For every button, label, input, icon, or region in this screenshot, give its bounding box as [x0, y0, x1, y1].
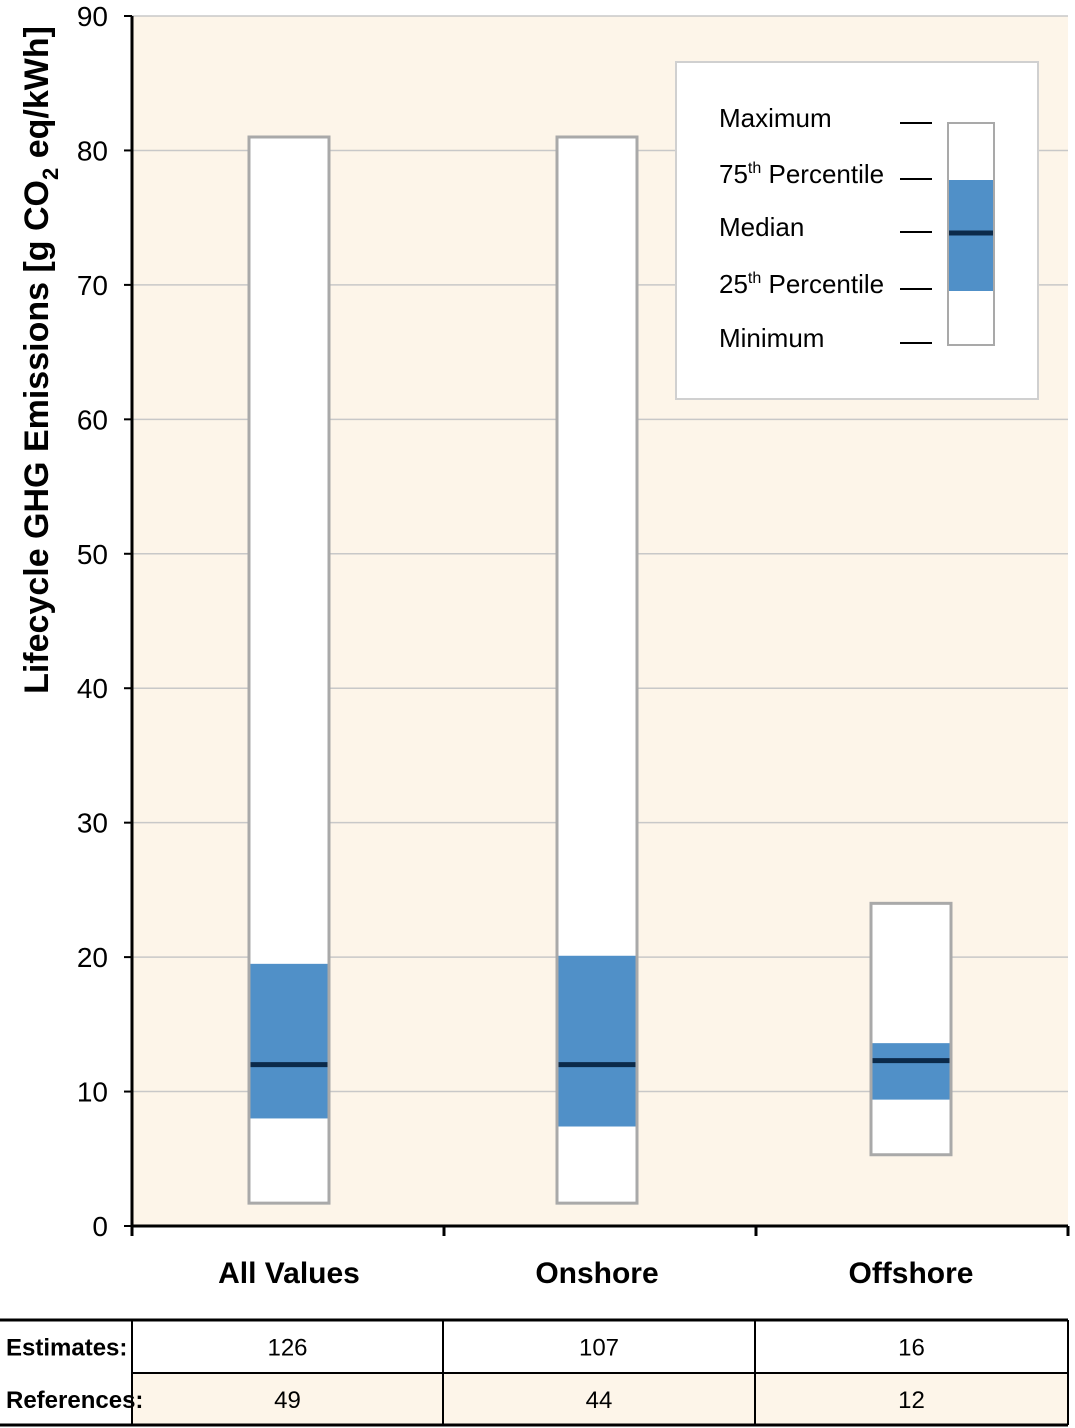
table-cell: 44 [586, 1387, 613, 1414]
legend-label-part: Percentile [761, 159, 884, 189]
legend-label: 75th Percentile [719, 159, 884, 189]
y-tick-label: 60 [77, 404, 108, 435]
y-tick-label: 80 [77, 135, 108, 166]
box-iqr [250, 963, 328, 1119]
box-offshore [869, 901, 953, 1157]
table-row-label: References: [6, 1387, 143, 1414]
legend-label: 25th Percentile [719, 269, 884, 299]
y-axis-label: Lifecycle GHG Emissions [g CO2 eq/kWh] [18, 26, 63, 694]
box-all-values [247, 135, 331, 1205]
category-label: All Values [218, 1257, 360, 1290]
legend-label-part: 75 [719, 159, 748, 189]
table-cell: 107 [579, 1335, 619, 1362]
y-axis-label-text: Lifecycle GHG Emissions [g CO [18, 180, 56, 694]
table-cell: 126 [267, 1335, 307, 1362]
legend-label-part: 25 [719, 269, 748, 299]
y-axis-label-subscript: 2 [38, 168, 63, 180]
y-tick-label: 20 [77, 942, 108, 973]
legend-label: Minimum [719, 323, 824, 353]
legend-label-part: Percentile [761, 269, 884, 299]
boxes [247, 135, 953, 1205]
y-tick-label: 0 [92, 1211, 108, 1242]
category-labels: All Values Onshore Offshore [218, 1257, 973, 1290]
legend-label-part: th [748, 270, 761, 287]
table-row-label: Estimates: [6, 1335, 127, 1362]
table-cell: 12 [898, 1387, 925, 1414]
y-tick-labels: 0 10 20 30 40 50 60 70 80 90 [77, 1, 132, 1242]
table-cell: 49 [274, 1387, 301, 1414]
box-onshore [555, 135, 639, 1205]
box-range [869, 901, 953, 1157]
y-tick-label: 10 [77, 1077, 108, 1108]
category-label: Offshore [848, 1257, 973, 1290]
table-cell: 16 [898, 1335, 925, 1362]
y-tick-label: 40 [77, 673, 108, 704]
box-iqr [872, 1043, 950, 1100]
data-table: Estimates: 126 107 16 References: 49 44 12 [0, 1318, 1069, 1427]
legend-label: Median [719, 212, 804, 242]
box-iqr [558, 955, 636, 1127]
y-tick-label: 30 [77, 808, 108, 839]
legend-label-part: th [748, 160, 761, 177]
y-axis-label-text: eq/kWh] [18, 26, 56, 168]
table-row-shade [132, 1373, 1068, 1425]
axes [130, 16, 1070, 1236]
y-tick-label: 70 [77, 270, 108, 301]
y-tick-label: 50 [77, 539, 108, 570]
y-tick-label: 90 [77, 1, 108, 32]
legend-label: Maximum [719, 103, 832, 133]
category-label: Onshore [535, 1257, 658, 1290]
